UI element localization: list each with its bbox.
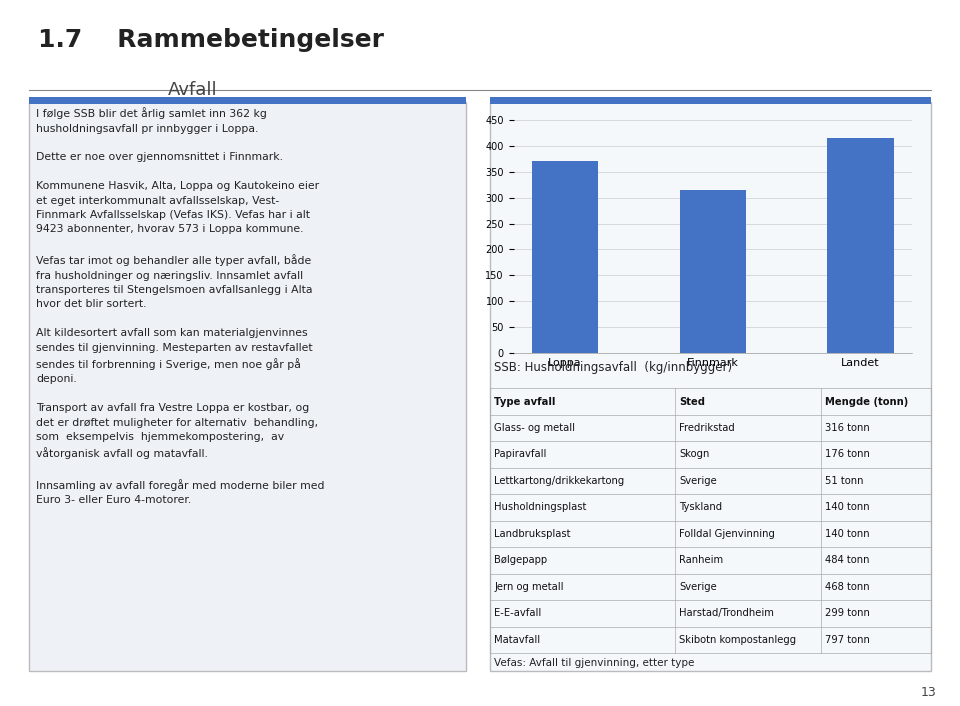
Text: E-E-avfall: E-E-avfall	[494, 609, 541, 618]
Text: 140 tonn: 140 tonn	[826, 503, 870, 513]
Bar	[532, 162, 598, 353]
Text: 299 tonn: 299 tonn	[826, 609, 870, 618]
Text: 468 tonn: 468 tonn	[826, 582, 870, 592]
Text: 140 tonn: 140 tonn	[826, 529, 870, 539]
Text: Tyskland: Tyskland	[680, 503, 723, 513]
Text: 1.7    Rammebetingelser: 1.7 Rammebetingelser	[38, 28, 384, 52]
Text: Skogn: Skogn	[680, 450, 709, 460]
Text: Papiravfall: Papiravfall	[494, 450, 546, 460]
Text: Fredrikstad: Fredrikstad	[680, 423, 735, 433]
Text: SSB: Husholdningsavfall  (kg/innbygger): SSB: Husholdningsavfall (kg/innbygger)	[494, 361, 732, 374]
Text: 51 tonn: 51 tonn	[826, 476, 864, 486]
Text: Bølgepapp: Bølgepapp	[494, 556, 547, 566]
Text: 484 tonn: 484 tonn	[826, 556, 870, 566]
Text: Jern og metall: Jern og metall	[494, 582, 564, 592]
Text: 176 tonn: 176 tonn	[826, 450, 870, 460]
Text: 13: 13	[921, 686, 936, 699]
Text: Sverige: Sverige	[680, 476, 717, 486]
Text: Husholdningsplast: Husholdningsplast	[494, 503, 587, 513]
Bar	[680, 190, 746, 353]
Text: Landbruksplast: Landbruksplast	[494, 529, 570, 539]
Text: 797 tonn: 797 tonn	[826, 635, 870, 645]
Text: Type avfall: Type avfall	[494, 397, 556, 407]
Text: Glass- og metall: Glass- og metall	[494, 423, 575, 433]
Text: Matavfall: Matavfall	[494, 635, 540, 645]
Bar	[828, 138, 894, 353]
Text: Skibotn kompostanlegg: Skibotn kompostanlegg	[680, 635, 797, 645]
Text: Sted: Sted	[680, 397, 706, 407]
Text: Mengde (tonn): Mengde (tonn)	[826, 397, 908, 407]
Text: I følge SSB blir det årlig samlet inn 362 kg
husholdningsavfall pr innbygger i L: I følge SSB blir det årlig samlet inn 36…	[36, 107, 325, 505]
Text: 316 tonn: 316 tonn	[826, 423, 870, 433]
Text: Ranheim: Ranheim	[680, 556, 724, 566]
Text: Avfall: Avfall	[168, 81, 218, 99]
Text: Lettkartong/drikkekartong: Lettkartong/drikkekartong	[494, 476, 624, 486]
Text: Folldal Gjenvinning: Folldal Gjenvinning	[680, 529, 776, 539]
Text: Harstad/Trondheim: Harstad/Trondheim	[680, 609, 775, 618]
Text: Vefas: Avfall til gjenvinning, etter type: Vefas: Avfall til gjenvinning, etter typ…	[494, 658, 695, 668]
Text: Sverige: Sverige	[680, 582, 717, 592]
